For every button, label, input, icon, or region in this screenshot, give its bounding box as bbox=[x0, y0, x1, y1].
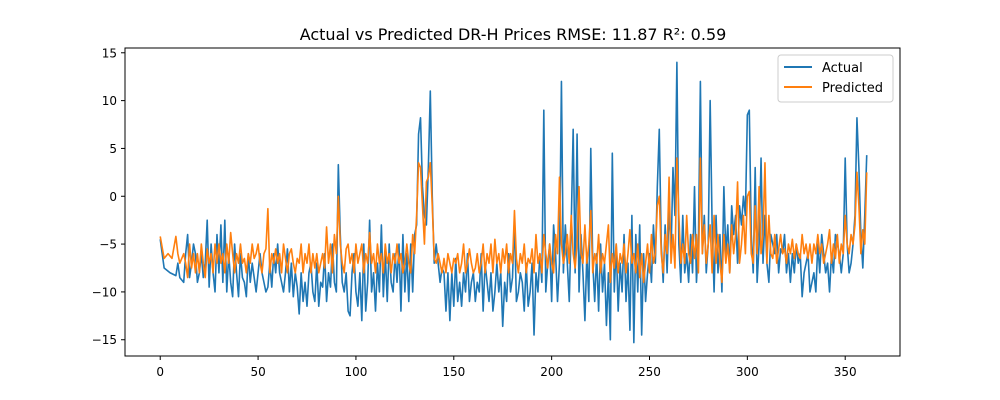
legend: Actual Predicted bbox=[777, 54, 894, 103]
chart-title: Actual vs Predicted DR-H Prices RMSE: 11… bbox=[300, 25, 727, 44]
y-tick-label: 10 bbox=[102, 94, 117, 108]
legend-predicted-label: Predicted bbox=[822, 81, 883, 96]
series-line-actual bbox=[159, 61, 868, 344]
x-tick-label: 100 bbox=[344, 365, 367, 379]
x-tick-label: 250 bbox=[638, 365, 661, 379]
y-tick-label: −15 bbox=[92, 333, 117, 347]
legend-actual-label: Actual bbox=[822, 61, 863, 76]
x-tick-label: 350 bbox=[834, 365, 857, 379]
x-tick-label: 300 bbox=[736, 365, 759, 379]
y-tick-label: 5 bbox=[109, 142, 117, 156]
y-tick-label: 0 bbox=[109, 190, 117, 204]
series-line-predicted bbox=[159, 157, 868, 284]
y-tick-label: −5 bbox=[99, 238, 117, 252]
y-axis-ticks: −15 −10 −5 0 5 10 15 bbox=[92, 46, 125, 347]
x-tick-label: 50 bbox=[250, 365, 265, 379]
y-tick-label: −10 bbox=[92, 285, 117, 299]
y-tick-label: 15 bbox=[102, 46, 117, 60]
x-tick-label: 0 bbox=[156, 365, 164, 379]
plot-frame bbox=[124, 47, 901, 357]
x-axis-ticks: 0 50 100 150 200 250 300 350 bbox=[156, 356, 857, 379]
plot-lines bbox=[159, 61, 868, 344]
x-tick-label: 150 bbox=[442, 365, 465, 379]
x-tick-label: 200 bbox=[540, 365, 563, 379]
